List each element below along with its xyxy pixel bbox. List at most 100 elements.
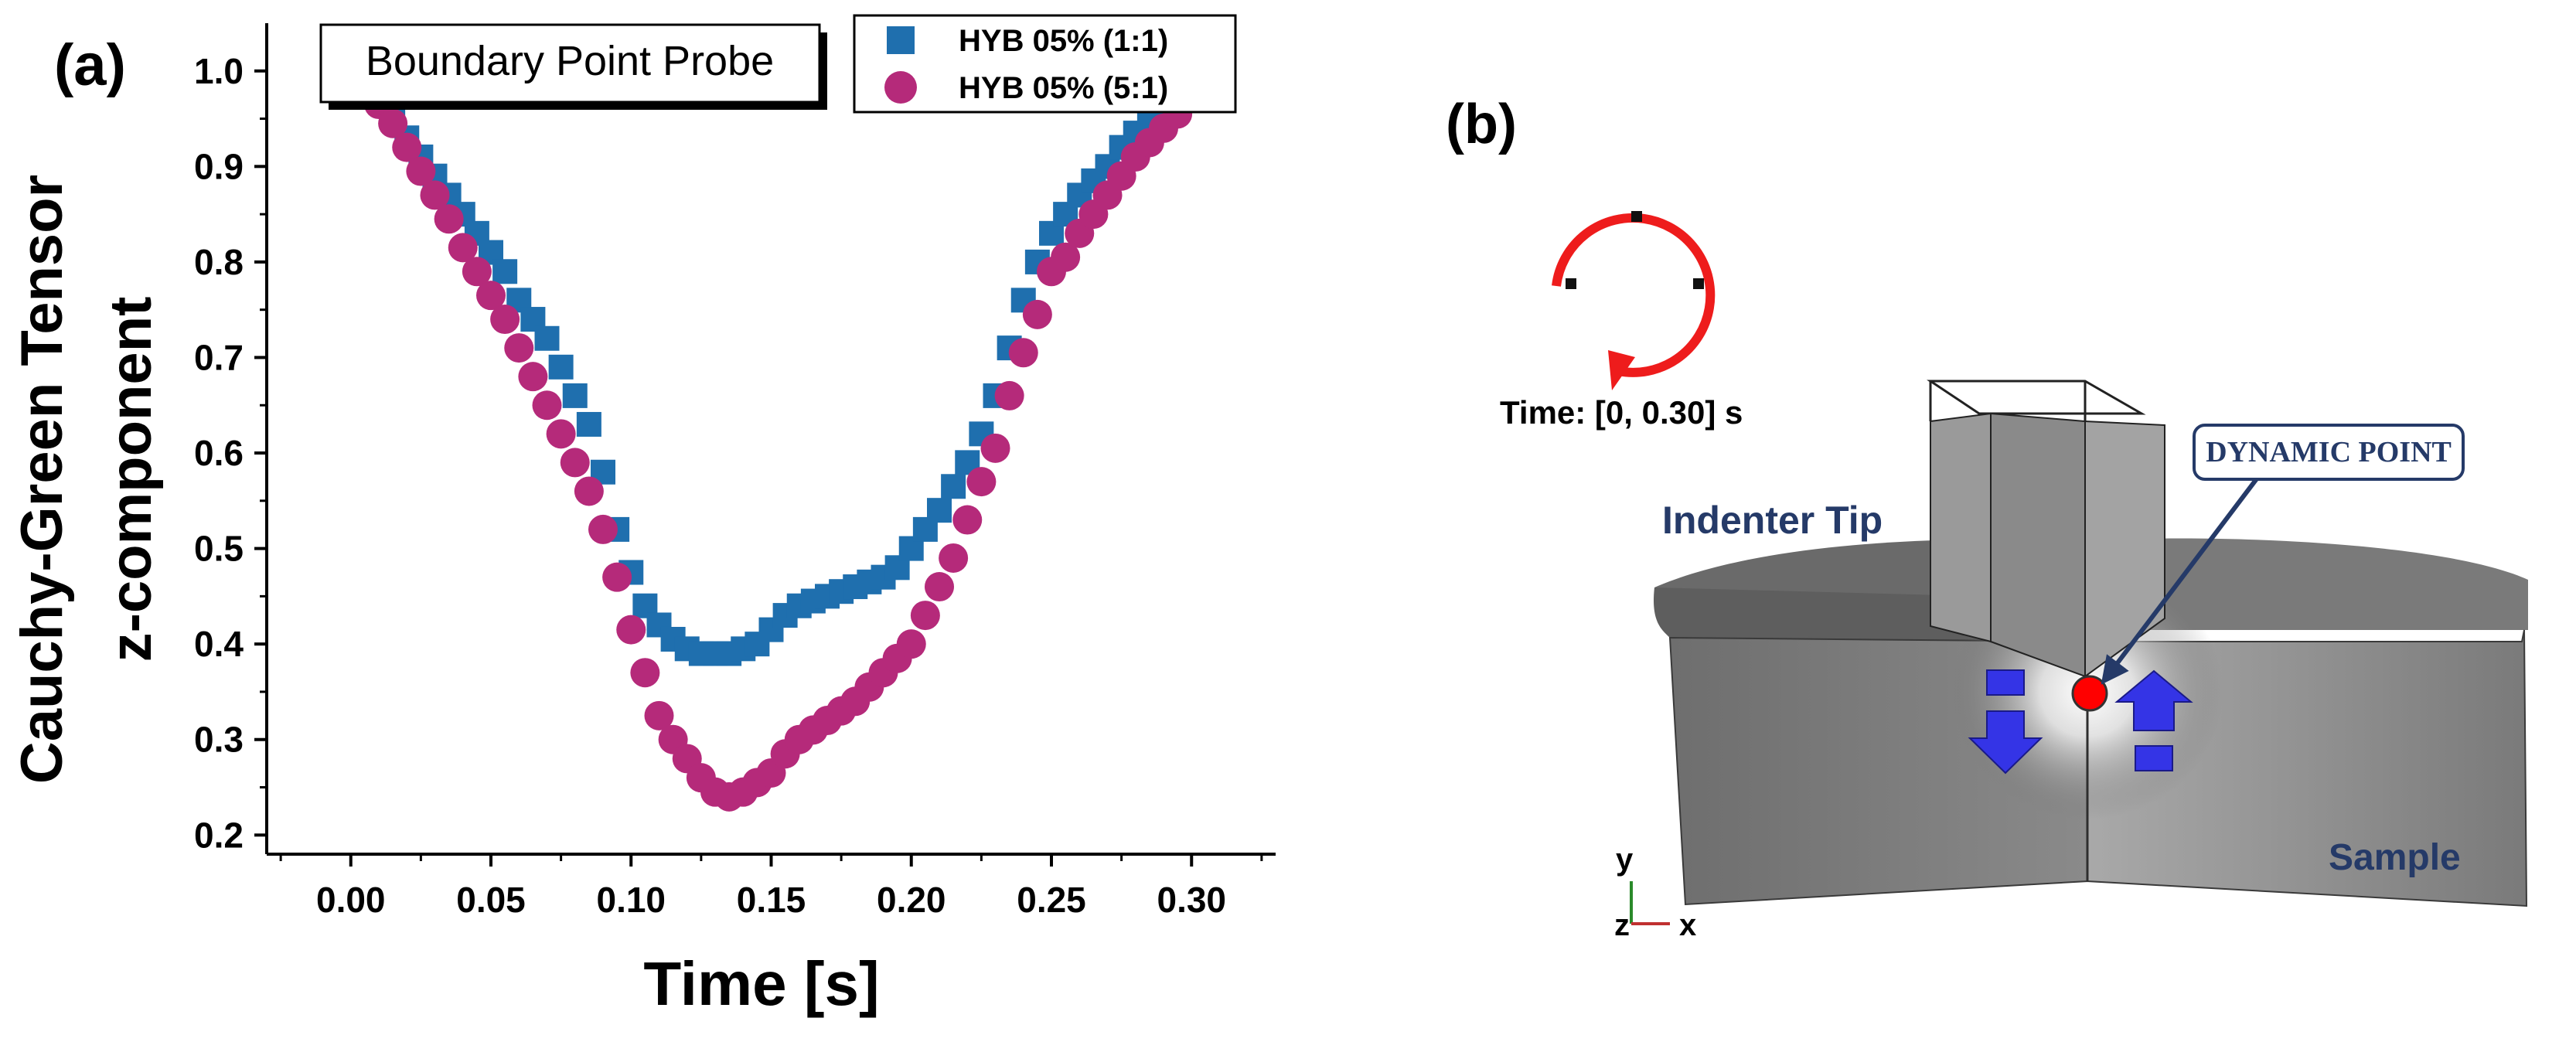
x-tick-label: 0.20 [877,880,946,920]
data-point-series2 [644,700,674,730]
data-point-series2 [966,467,997,497]
data-point-series2 [616,615,646,645]
time-label: Time: [0, 0.30] s [1500,394,1743,431]
triad-z-label: z [1614,908,1630,942]
data-point-series2 [588,514,618,544]
dynamic-point-marker [2071,675,2108,712]
data-point-series2 [980,433,1010,463]
down-arrow-head [1968,710,2043,775]
data-point-series2 [952,505,983,535]
data-point-series2 [574,476,604,506]
data-point-series2 [378,108,408,138]
data-point-series2 [462,257,492,287]
data-point-series2 [490,305,520,335]
chart-title: Boundary Point Probe [366,38,774,84]
indenter-label: Indenter Tip [1662,499,1883,542]
data-point-series2 [518,362,548,392]
data-point-series2 [1008,338,1038,368]
legend-frame [853,14,1237,114]
y-tick-label: 0.7 [194,337,244,377]
y-tick-label: 0.8 [194,242,244,282]
x-tick-label: 0.10 [596,880,666,920]
data-point-series2 [546,419,576,449]
data-point-series2 [925,572,954,602]
data-point-series2 [994,380,1024,410]
data-point-series1 [548,354,574,380]
indenter-face-mid [1990,412,2086,678]
x-tick-label: 0.05 [456,880,526,920]
dynamic-point-box [2193,424,2465,481]
axis-triad: y z x [1614,843,1696,942]
timer-tick-right [1693,278,1704,289]
indenter-face-right [2084,420,2165,678]
data-point-series1 [941,474,966,499]
y-axis-title-line1: Cauchy-Green Tensor [9,175,75,784]
legend-label-series1: HYB 05% (1:1) [959,24,1168,58]
data-point-series2 [504,333,534,363]
data-point-series2 [392,132,422,162]
y-tick-label: 0.3 [194,720,244,760]
data-point-series2 [630,658,660,688]
data-point-series2 [560,448,590,478]
indenter-top-outline [1927,380,2146,415]
data-point-series1 [576,411,601,437]
data-point-series2 [910,601,940,631]
dynamic-point-pointer [2101,451,2279,685]
up-arrow [2114,669,2193,771]
chart-a: 0.2 0.3 0.4 0.5 0.6 0.7 0.8 0.9 1.0 0.00 0.05 0.10 0… [9,14,1276,1018]
dynamic-point-label: DYNAMIC POINT [2206,436,2452,468]
timer-dial [1552,211,1716,390]
sample-label: Sample [2329,837,2461,878]
data-point-series2 [448,233,478,263]
data-point-series1 [492,259,518,284]
schematic-b: Time: [0, 0.30] s [1500,211,2528,942]
data-point-series2 [476,281,506,311]
triad-x-label: x [1679,908,1696,942]
panel-a-label: (a) [54,32,126,98]
y-axis-title-line2: z-component [98,297,164,662]
timer-arc [1552,213,1716,377]
up-arrow-block [2135,745,2173,771]
down-arrow-block [1986,669,2025,696]
data-point-series2 [602,562,632,592]
up-arrow-head [2114,669,2193,731]
y-tick-label: 1.0 [194,51,244,91]
y-tick-label: 0.5 [194,529,244,569]
data-point-series2 [532,390,562,421]
timer-tick-left [1566,278,1576,289]
data-point-series2 [1051,242,1081,272]
x-tick-label: 0.15 [737,880,806,920]
data-point-series1 [534,325,560,351]
chart-title-box: Boundary Point Probe [319,23,827,110]
data-point-series2 [420,180,450,210]
sample-top-right [2087,538,2528,630]
down-arrow [1968,669,2043,775]
data-point-series1 [927,498,952,523]
data-point-series2 [406,156,436,186]
legend-marker-series2 [884,71,917,104]
x-tick-label: 0.25 [1017,880,1086,920]
series-hyb-5to1 [336,56,1207,812]
title-box-frame [319,23,821,104]
y-tick-label: 0.2 [194,815,244,855]
legend-label-series2: HYB 05% (5:1) [959,71,1168,105]
x-tick-label: 0.00 [316,880,386,920]
data-point-series2 [434,204,464,234]
x-axis-title: Time [s] [643,949,879,1018]
indenter-tip [1927,380,2165,678]
data-point-series2 [1022,299,1052,329]
panel-b-label: (b) [1446,94,1517,155]
legend: HYB 05% (1:1) HYB 05% (5:1) [853,14,1237,114]
data-point-series1 [562,383,588,408]
data-point-series2 [896,629,926,659]
timer-arrowhead [1608,350,1635,390]
indenter-face-left [1930,412,1992,643]
x-tick-label: 0.30 [1157,880,1226,920]
series-hyb-1to1 [338,58,1205,666]
chart-ticks: 0.2 0.3 0.4 0.5 0.6 0.7 0.8 0.9 1.0 0.00 0.05 0.10 0… [194,51,1263,920]
y-tick-label: 0.4 [194,624,244,664]
legend-marker-series1 [887,26,915,54]
timer-tick-top [1631,211,1642,222]
y-tick-label: 0.6 [194,433,244,473]
